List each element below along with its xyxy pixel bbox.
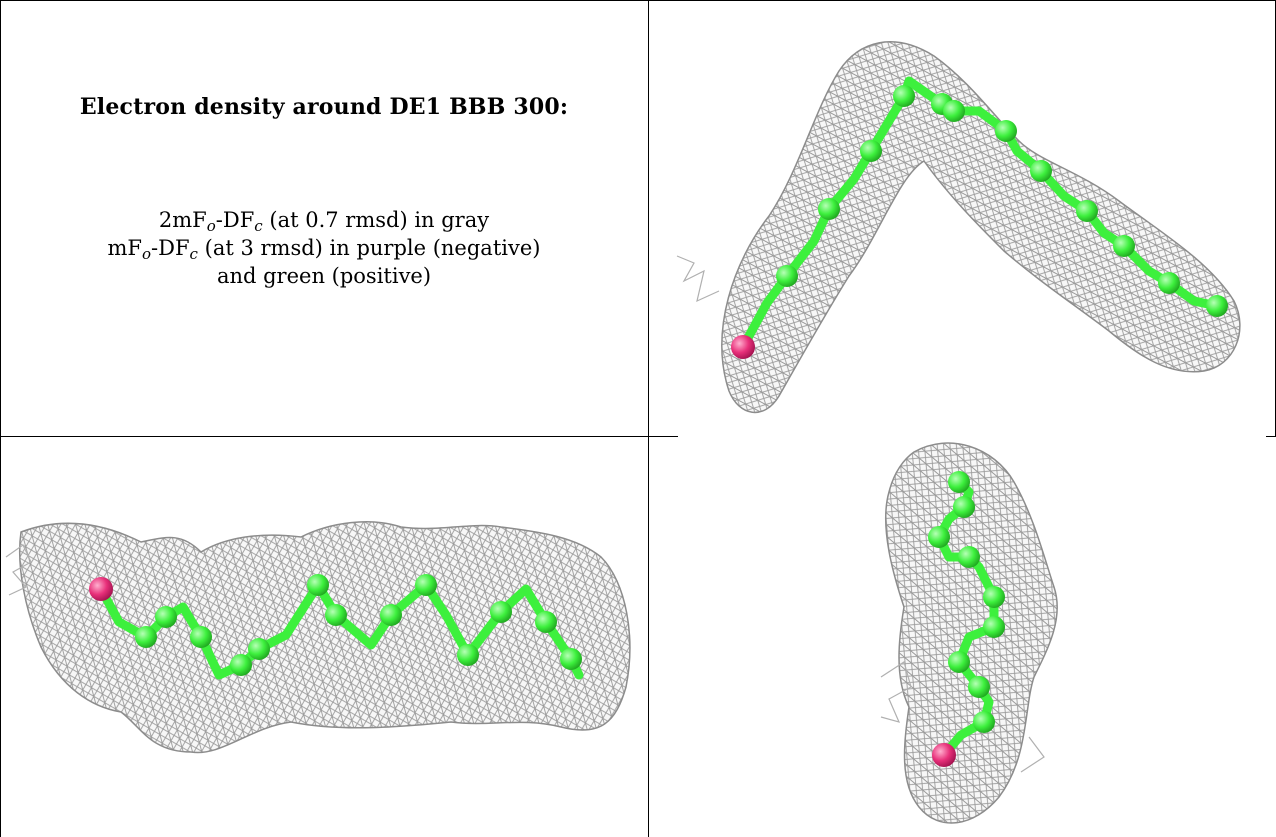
table-divider-right-stub [1266, 436, 1276, 437]
carbon-atom [860, 140, 882, 162]
carbon-atom [155, 606, 177, 628]
density-panel-bottom-right [649, 437, 1275, 837]
carbon-atom [928, 526, 950, 548]
carbon-atom [135, 626, 157, 648]
carbon-atom [1113, 235, 1135, 257]
ligand-atoms [731, 85, 1228, 359]
density-panel-bottom-left [1, 437, 648, 837]
caption-line-2fo-dfc: 2mFo-DFc (at 0.7 rmsd) in gray [158, 208, 490, 235]
carbon-atom [983, 586, 1005, 608]
carbon-atom [948, 471, 970, 493]
carbon-atom [415, 574, 437, 596]
carbon-atom [958, 546, 980, 568]
carbon-atom [380, 604, 402, 626]
carbon-atom [1030, 160, 1052, 182]
table-divider-left [0, 436, 648, 437]
table-divider-vertical [648, 0, 649, 837]
carbon-atom [1206, 295, 1228, 317]
density-outline [885, 442, 1058, 824]
table-border-left [0, 0, 1, 837]
density-panel-top-right [649, 1, 1275, 436]
carbon-atom [307, 574, 329, 596]
caption-description: 2mFo-DFc (at 0.7 rmsd) in gray mFo-DFc (… [18, 206, 630, 290]
caption-line-colors: and green (positive) [216, 264, 432, 288]
mesh-fragment [676, 255, 720, 303]
density-view-zigzag [5, 521, 631, 754]
carbon-atom [776, 265, 798, 287]
carbon-atom [248, 638, 270, 660]
carbon-atom [535, 611, 557, 633]
table-divider-mid [634, 436, 678, 437]
carbon-atom [818, 198, 840, 220]
carbon-atom [943, 100, 965, 122]
ligand-atoms [89, 574, 582, 676]
caption-line-fo-dfc: mFo-DFc (at 3 rmsd) in purple (negative) [107, 236, 541, 263]
carbon-atom [457, 644, 479, 666]
table-border-top [0, 0, 1276, 1]
carbon-atom [1076, 200, 1098, 222]
carbon-atom [968, 676, 990, 698]
carbon-atom [995, 120, 1017, 142]
carbon-atom [490, 601, 512, 623]
mesh-fragment [880, 661, 1045, 773]
mesh-fragment [5, 544, 32, 596]
carbon-atom [325, 604, 347, 626]
density-outline [18, 521, 631, 754]
caption-title: Electron density around DE1 BBB 300: [79, 94, 569, 120]
carbon-atom [983, 616, 1005, 638]
carbon-atom [560, 648, 582, 670]
carbon-atom [893, 85, 915, 107]
caption-cell: Electron density around DE1 BBB 300: 2mF… [0, 0, 648, 436]
carbon-atom [953, 496, 975, 518]
carbon-atom [948, 651, 970, 673]
carbon-atom [1158, 272, 1180, 294]
density-mesh [19, 521, 630, 753]
oxygen-atom [932, 743, 956, 767]
oxygen-atom [89, 577, 113, 601]
density-view-end-on [880, 442, 1058, 824]
density-view-v-shape [676, 41, 1241, 413]
density-outline [721, 41, 1241, 413]
carbon-atom [190, 626, 212, 648]
oxygen-atom [731, 335, 755, 359]
carbon-atom [230, 654, 252, 676]
carbon-atom [973, 711, 995, 733]
ligand-atoms [928, 471, 1005, 767]
